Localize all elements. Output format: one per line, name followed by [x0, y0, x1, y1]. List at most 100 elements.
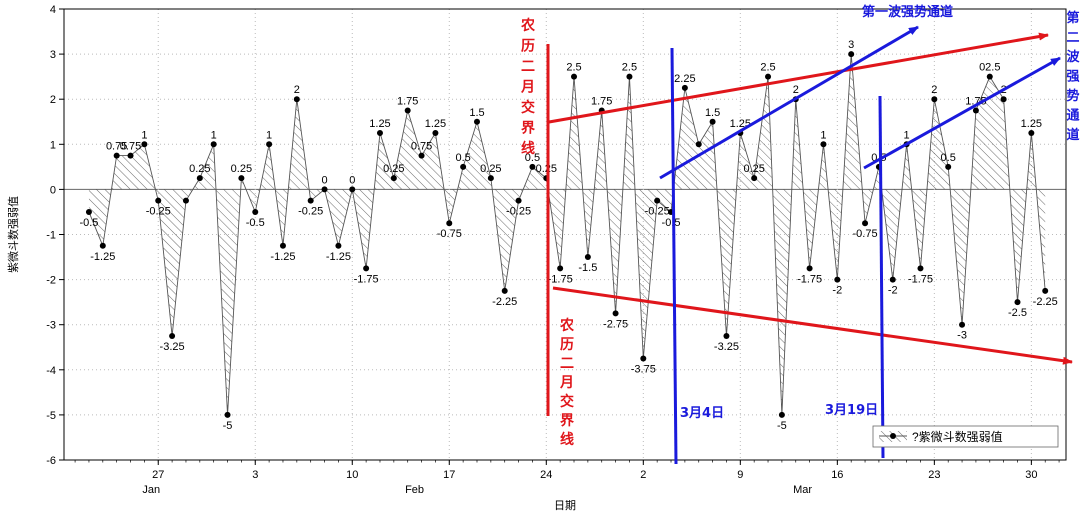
- y-tick-label: 4: [50, 4, 56, 16]
- data-point: [612, 310, 619, 317]
- data-label: -1.25: [326, 251, 351, 263]
- data-point: [765, 73, 772, 80]
- data-point: [238, 175, 245, 182]
- y-tick-label: -6: [46, 455, 56, 467]
- month-label: Feb: [405, 484, 424, 496]
- data-label: 0.5: [525, 152, 540, 164]
- annotation-char: 交: [521, 99, 535, 116]
- data-point: [834, 276, 841, 283]
- data-point: [529, 163, 536, 170]
- annotation-char: 线: [521, 140, 535, 157]
- data-point: [501, 287, 508, 294]
- data-point: [806, 265, 813, 272]
- data-label: -5: [777, 420, 787, 432]
- data-label: -1.75: [548, 273, 573, 285]
- data-point: [1028, 130, 1035, 137]
- data-label: -0.25: [645, 206, 670, 218]
- annotation-char: 波: [1066, 49, 1080, 65]
- data-label: -0.5: [246, 217, 265, 229]
- first-wave-channel-arrow: [659, 25, 919, 180]
- data-label: 2: [793, 84, 799, 96]
- data-point: [363, 265, 370, 272]
- annotation-char: 二: [521, 59, 535, 75]
- data-label: 3: [848, 39, 854, 51]
- data-label: -2.75: [603, 318, 628, 330]
- data-label: 2.5: [622, 62, 637, 74]
- x-tick-label: 9: [737, 469, 743, 481]
- annotation-char: 农: [520, 17, 536, 34]
- data-point: [349, 186, 356, 193]
- annotation-char: 第: [1066, 10, 1079, 26]
- x-tick-label: 30: [1025, 469, 1037, 481]
- series-line: [88, 54, 1046, 415]
- data-label: -2: [832, 285, 842, 297]
- x-tick-label: 27: [152, 469, 164, 481]
- month-label: Mar: [793, 484, 812, 496]
- data-label: 0.5: [941, 152, 956, 164]
- data-label: 0.25: [189, 163, 210, 175]
- data-label: 1: [211, 129, 217, 141]
- y-tick-label: 3: [50, 49, 56, 61]
- annotation-char: 界: [521, 121, 536, 137]
- data-point: [279, 242, 286, 249]
- second-wave-channel-arrow: [863, 56, 1061, 170]
- x-axis-title: 日期: [554, 499, 576, 512]
- data-label: 2.25: [674, 73, 695, 85]
- data-label: -0.25: [298, 206, 323, 218]
- data-point: [446, 220, 453, 227]
- data-point: [709, 118, 716, 125]
- legend-label: ?紫微斗数强弱值: [912, 429, 1003, 444]
- mar4-vertical-line: [670, 47, 678, 465]
- data-point: [820, 141, 827, 148]
- data-label: 0: [349, 174, 355, 186]
- series-path: [88, 54, 1046, 415]
- data-label: 1: [141, 129, 147, 141]
- data-label: 1.75: [397, 95, 418, 107]
- data-point: [460, 163, 467, 170]
- data-label: -2.25: [1033, 296, 1058, 308]
- data-label: 1.25: [425, 118, 446, 130]
- data-label: 0.25: [743, 163, 764, 175]
- data-point: [141, 141, 148, 148]
- data-point: [917, 265, 924, 272]
- x-tick-label: 3: [252, 469, 258, 481]
- data-label: 1.75: [591, 95, 612, 107]
- data-label: 1.25: [1021, 118, 1042, 130]
- data-label: 0.75: [411, 141, 432, 153]
- data-label: -2.5: [1008, 307, 1027, 319]
- y-tick-label: -4: [46, 365, 56, 377]
- data-label: 2: [931, 84, 937, 96]
- data-point: [155, 197, 162, 204]
- data-point: [931, 96, 938, 103]
- annotation-char: 界: [560, 413, 575, 429]
- data-label: 1: [904, 129, 910, 141]
- data-point: [751, 175, 758, 182]
- data-point: [862, 220, 869, 227]
- data-point: [681, 84, 688, 91]
- data-point: [945, 163, 952, 170]
- data-point: [390, 175, 397, 182]
- mar19-vertical-line: [878, 95, 885, 459]
- data-label: 0.25: [383, 163, 404, 175]
- data-label: -1.25: [270, 251, 295, 263]
- mar19-label: 3月19日: [825, 403, 878, 418]
- data-label: 1.75: [965, 95, 986, 107]
- data-point: [169, 332, 176, 339]
- y-tick-label: 1: [50, 139, 56, 151]
- annotation-char: 二: [560, 356, 574, 372]
- data-point: [584, 254, 591, 261]
- legend-marker: [890, 433, 896, 439]
- data-point: [473, 118, 480, 125]
- data-label: -3.75: [631, 364, 656, 376]
- data-label: -2: [888, 285, 898, 297]
- red-lower-channel-arrow: [552, 286, 1073, 365]
- data-point: [972, 107, 979, 114]
- data-label: 2.5: [566, 62, 581, 74]
- x-tick-label: 10: [346, 469, 358, 481]
- data-point: [778, 411, 785, 418]
